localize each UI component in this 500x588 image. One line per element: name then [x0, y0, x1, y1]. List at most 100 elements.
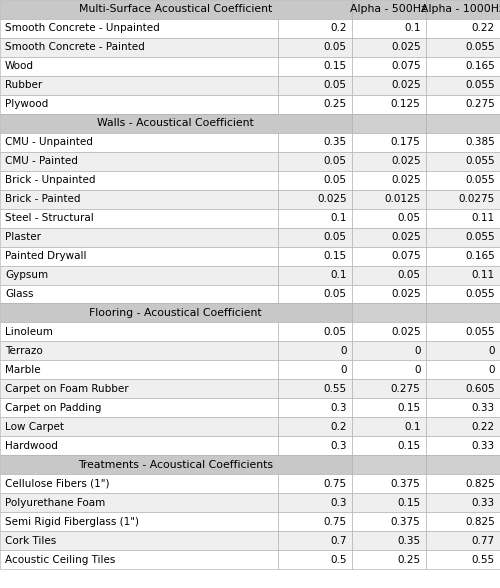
Text: 0.35: 0.35: [324, 137, 346, 147]
Text: Alpha - 500Hz: Alpha - 500Hz: [350, 5, 427, 15]
Bar: [426, 493, 500, 512]
Bar: [352, 512, 426, 531]
Text: 0.025: 0.025: [391, 327, 420, 337]
Text: 0.055: 0.055: [466, 175, 495, 185]
Bar: [352, 303, 426, 322]
Text: Cork Tiles: Cork Tiles: [5, 536, 56, 546]
Text: 0.15: 0.15: [324, 61, 346, 71]
Text: 0.055: 0.055: [466, 81, 495, 91]
Bar: [352, 19, 426, 38]
Bar: [0, 285, 278, 303]
Text: Carpet on Padding: Carpet on Padding: [5, 403, 102, 413]
Bar: [278, 133, 351, 152]
Text: 0.025: 0.025: [391, 156, 420, 166]
Text: 0.055: 0.055: [466, 327, 495, 337]
Bar: [352, 550, 426, 569]
Text: 0.825: 0.825: [465, 517, 495, 527]
Bar: [278, 474, 351, 493]
Bar: [278, 190, 351, 209]
Text: 0.3: 0.3: [330, 403, 346, 413]
Text: 0.385: 0.385: [465, 137, 495, 147]
Bar: [278, 550, 351, 569]
Bar: [352, 171, 426, 190]
Bar: [278, 379, 351, 398]
Text: 0.3: 0.3: [330, 497, 346, 507]
Text: 0.025: 0.025: [391, 289, 420, 299]
Bar: [0, 531, 278, 550]
Bar: [278, 266, 351, 285]
Text: Brick - Unpainted: Brick - Unpainted: [5, 175, 96, 185]
Text: 0.055: 0.055: [466, 42, 495, 52]
Text: 0.275: 0.275: [391, 384, 420, 394]
Bar: [426, 228, 500, 246]
Text: 0.05: 0.05: [398, 213, 420, 223]
Text: 0.15: 0.15: [324, 251, 346, 261]
Bar: [0, 474, 278, 493]
Bar: [426, 303, 500, 322]
Bar: [426, 474, 500, 493]
Bar: [352, 246, 426, 266]
Bar: [0, 152, 278, 171]
Bar: [352, 209, 426, 228]
Text: 0.05: 0.05: [324, 289, 346, 299]
Bar: [426, 0, 500, 19]
Bar: [0, 303, 352, 322]
Text: 0.35: 0.35: [398, 536, 420, 546]
Text: 0.0275: 0.0275: [459, 194, 495, 204]
Bar: [278, 38, 351, 57]
Bar: [352, 57, 426, 76]
Bar: [0, 228, 278, 246]
Bar: [0, 57, 278, 76]
Text: 0.375: 0.375: [391, 517, 420, 527]
Bar: [0, 114, 352, 133]
Text: 0: 0: [488, 365, 495, 375]
Bar: [278, 152, 351, 171]
Text: 0.33: 0.33: [472, 403, 495, 413]
Text: 0.15: 0.15: [398, 441, 420, 451]
Bar: [278, 76, 351, 95]
Bar: [278, 95, 351, 114]
Bar: [278, 322, 351, 342]
Bar: [426, 417, 500, 436]
Bar: [278, 417, 351, 436]
Bar: [0, 38, 278, 57]
Text: 0.25: 0.25: [398, 554, 420, 564]
Bar: [0, 398, 278, 417]
Bar: [278, 342, 351, 360]
Bar: [426, 171, 500, 190]
Bar: [278, 209, 351, 228]
Bar: [0, 266, 278, 285]
Text: 0.605: 0.605: [466, 384, 495, 394]
Bar: [352, 0, 426, 19]
Text: CMU - Painted: CMU - Painted: [5, 156, 78, 166]
Text: 0.05: 0.05: [324, 232, 346, 242]
Bar: [278, 436, 351, 455]
Bar: [352, 285, 426, 303]
Text: Steel - Structural: Steel - Structural: [5, 213, 94, 223]
Bar: [0, 19, 278, 38]
Text: 0.05: 0.05: [324, 81, 346, 91]
Bar: [352, 417, 426, 436]
Bar: [0, 76, 278, 95]
Text: 0.15: 0.15: [398, 497, 420, 507]
Bar: [278, 57, 351, 76]
Text: Brick - Painted: Brick - Painted: [5, 194, 80, 204]
Bar: [278, 285, 351, 303]
Text: Semi Rigid Fiberglass (1"): Semi Rigid Fiberglass (1"): [5, 517, 139, 527]
Bar: [352, 190, 426, 209]
Text: 0.05: 0.05: [324, 156, 346, 166]
Text: Marble: Marble: [5, 365, 41, 375]
Text: Cellulose Fibers (1"): Cellulose Fibers (1"): [5, 479, 110, 489]
Text: 0.22: 0.22: [472, 422, 495, 432]
Text: Rubber: Rubber: [5, 81, 42, 91]
Text: Walls - Acoustical Coefficient: Walls - Acoustical Coefficient: [98, 118, 254, 128]
Text: Plywood: Plywood: [5, 99, 48, 109]
Text: 0: 0: [414, 365, 420, 375]
Bar: [426, 209, 500, 228]
Text: Alpha - 1000Hz: Alpha - 1000Hz: [421, 5, 500, 15]
Text: 0.55: 0.55: [324, 384, 346, 394]
Text: 0.055: 0.055: [466, 156, 495, 166]
Text: 0.05: 0.05: [324, 175, 346, 185]
Text: 0.1: 0.1: [404, 422, 420, 432]
Text: 0.1: 0.1: [330, 270, 346, 280]
